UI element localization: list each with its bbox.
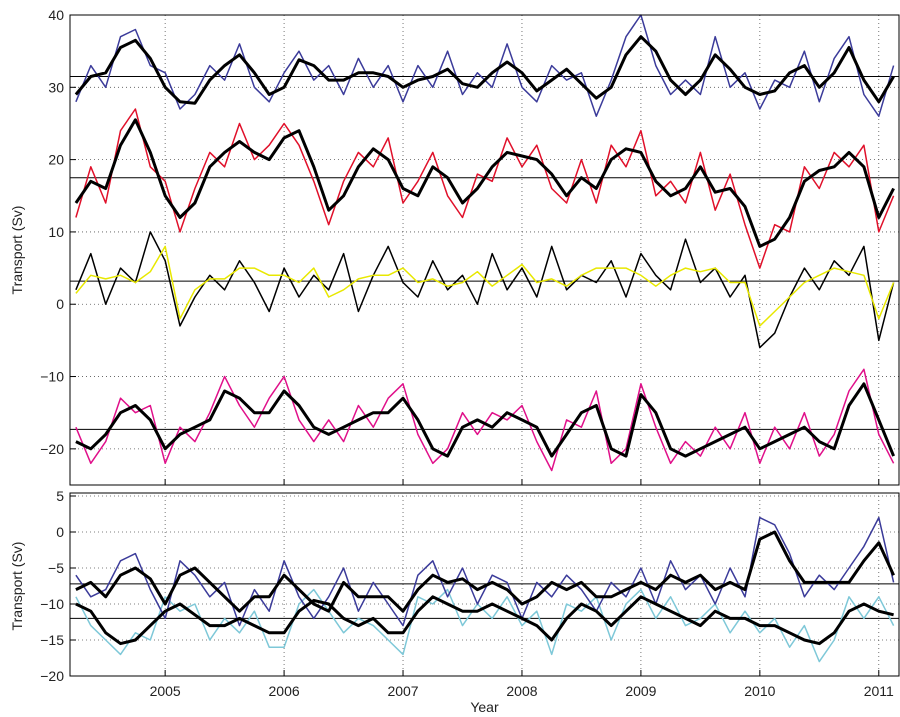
plot-frame (69, 492, 900, 677)
series-line (75, 245, 895, 327)
x-axis-label: Year (470, 699, 499, 715)
series-line (75, 595, 894, 646)
y-tick-label: 20 (48, 152, 64, 168)
x-tick-label: 2010 (744, 683, 775, 699)
y-tick-label: −10 (40, 369, 64, 385)
y-axis-label: Transport (Sv) (9, 542, 25, 631)
series-line (74, 35, 895, 105)
x-tick-label: 2011 (864, 683, 894, 699)
y-tick-label: 0 (56, 524, 64, 540)
series-line (75, 516, 895, 627)
y-tick-label: 40 (48, 7, 64, 23)
series-line (75, 14, 895, 117)
y-tick-label: −10 (40, 596, 64, 612)
plot-frame (69, 14, 900, 486)
x-tick-label: 2008 (506, 683, 537, 699)
y-tick-label: −5 (48, 560, 64, 576)
series-line (75, 588, 895, 663)
y-tick-label: 10 (48, 224, 64, 240)
y-axis-label: Transport (Sv) (9, 206, 25, 295)
x-tick-label: 2007 (387, 683, 418, 699)
x-tick-label: 2005 (150, 683, 181, 699)
series-line (75, 368, 895, 472)
y-tick-label: 0 (56, 296, 64, 312)
series-line (74, 118, 895, 248)
series-line (75, 231, 895, 349)
y-tick-label: 30 (48, 79, 64, 95)
y-tick-label: −20 (40, 441, 64, 457)
x-tick-label: 2009 (625, 683, 656, 699)
y-tick-label: −15 (40, 632, 64, 648)
y-tick-label: 5 (56, 488, 64, 504)
series-line (75, 382, 895, 458)
x-tick-label: 2006 (269, 683, 300, 699)
series-line (75, 530, 895, 613)
series-line (75, 108, 895, 269)
y-tick-label: −20 (40, 668, 64, 684)
